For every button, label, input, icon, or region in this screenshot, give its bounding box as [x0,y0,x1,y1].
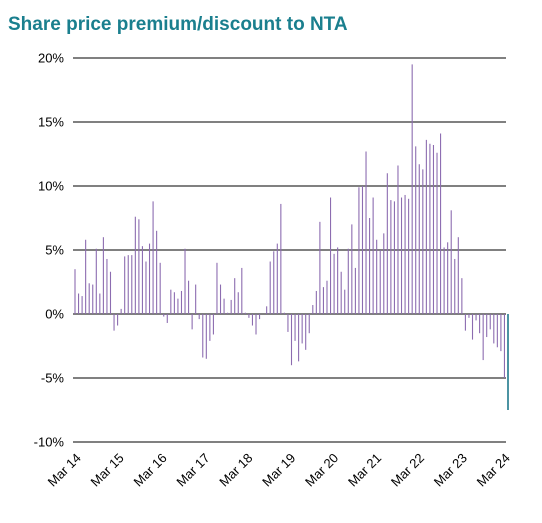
y-tick-label: 15% [38,115,64,130]
x-tick-label: Mar 14 [45,450,84,489]
x-tick-label: Mar 18 [216,450,255,489]
x-tick-label: Mar 20 [302,450,341,489]
x-tick-label: Mar 24 [474,450,513,489]
y-axis-labels: 20% 15% 10% 5% 0% -5% -10% [34,51,65,450]
x-axis-labels: Mar 14 Mar 15 Mar 16 Mar 17 Mar 18 Mar 19 Mar … [45,450,513,489]
bars [74,64,509,410]
y-tick-label: -5% [41,371,65,386]
y-tick-label: -10% [34,435,65,450]
y-tick-label: 20% [38,51,64,66]
y-tick-label: 10% [38,179,64,194]
y-tick-label: 5% [45,243,64,258]
x-tick-label: Mar 15 [88,450,127,489]
x-tick-label: Mar 21 [345,450,384,489]
x-tick-label: Mar 17 [173,450,212,489]
x-tick-label: Mar 22 [388,450,427,489]
x-tick-label: Mar 23 [431,450,470,489]
y-tick-label: 0% [45,307,64,322]
chart-title: Share price premium/discount to NTA [8,14,348,35]
x-tick-label: Mar 19 [259,450,298,489]
x-tick-label: Mar 16 [130,450,169,489]
